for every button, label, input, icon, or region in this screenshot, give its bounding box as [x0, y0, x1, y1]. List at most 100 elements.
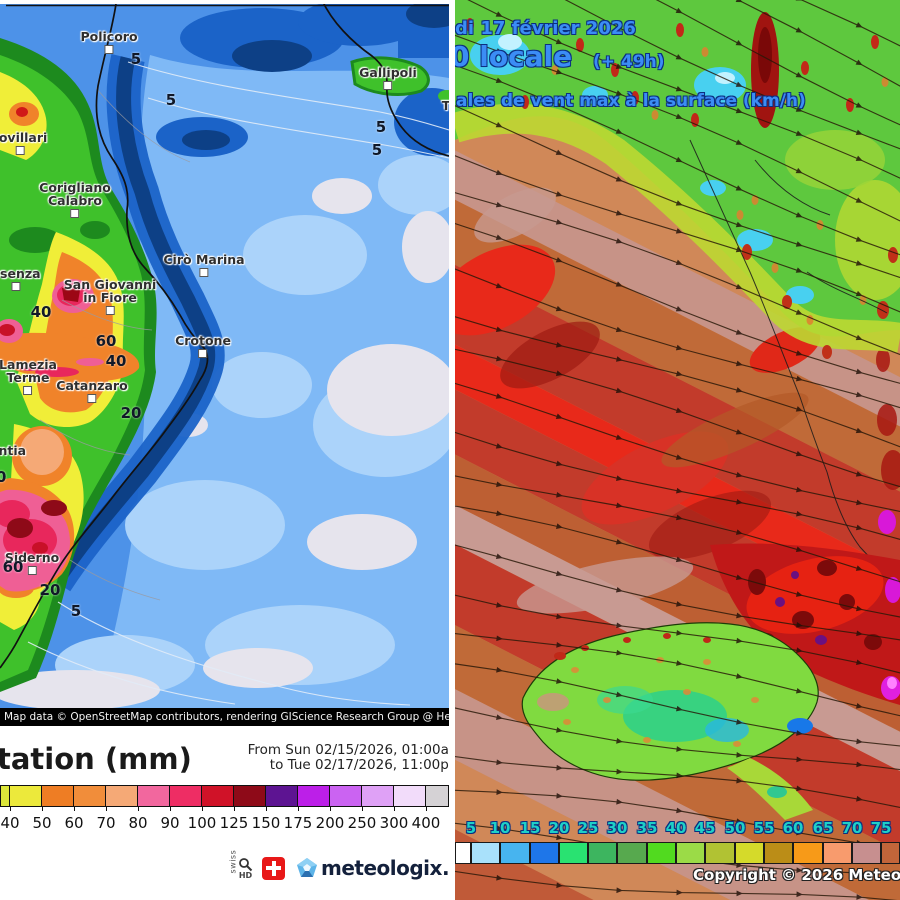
wind-scale-segment: [881, 842, 900, 864]
color-scale-tick-label: 125: [219, 814, 249, 832]
forecast-period: From Sun 02/15/2026, 01:00am to Tue 02/1…: [230, 743, 449, 773]
wind-scale-value: 5: [465, 819, 477, 837]
precipitation-legend: tation (mm) From Sun 02/15/2026, 01:00am…: [0, 726, 449, 900]
contour-label: 20: [39, 581, 61, 599]
wind-scale-value: 50: [724, 819, 746, 837]
color-scale-tick: [234, 807, 235, 811]
wind-scale-value: 30: [606, 819, 628, 837]
color-scale-tick: [138, 807, 139, 811]
color-scale-tick-label: 300: [379, 814, 409, 832]
wind-scale-value: 55: [753, 819, 775, 837]
meteologix-gem-icon: [297, 858, 317, 877]
city-marker: [11, 282, 21, 291]
contour-label: 40: [105, 352, 127, 370]
color-scale-tick: [426, 807, 427, 811]
city-label: Catanzaro: [56, 379, 128, 403]
color-scale-tick-label: 175: [283, 814, 313, 832]
city-label: Policoro: [80, 30, 138, 54]
city-marker: [104, 45, 114, 54]
legend-title: tation (mm): [0, 742, 192, 776]
city-label: Siderno: [5, 551, 59, 575]
contour-label: 20: [120, 404, 142, 422]
color-scale-segment: [266, 785, 298, 807]
color-scale-segment: [298, 785, 330, 807]
wind-scale-segment: [647, 842, 676, 864]
color-scale-segment: [10, 785, 42, 807]
color-scale-segment: [202, 785, 234, 807]
precipitation-map: Policoro Gallipoli Trovillari CoriglianoCal…: [0, 0, 449, 708]
wind-scale-segment: [471, 842, 500, 864]
color-scale-segment: [426, 785, 449, 807]
forecast-time: 0 locale: [455, 40, 573, 73]
forecast-run-offset: (+ 49h): [593, 52, 665, 72]
wind-scale-segment: [500, 842, 530, 864]
city-label: Gallipoli: [359, 66, 417, 90]
color-scale-tick: [202, 807, 203, 811]
color-scale-tick-label: 90: [160, 814, 180, 832]
city-label: T: [441, 98, 449, 113]
contour-label: 40: [0, 468, 7, 486]
color-scale-segment: [0, 785, 10, 807]
wind-scale-segment: [588, 842, 617, 864]
color-scale-segment: [330, 785, 362, 807]
color-scale-tick-label: 80: [128, 814, 148, 832]
color-scale-tick-label: 400: [411, 814, 441, 832]
city-marker: [15, 146, 25, 155]
contour-label: 5: [375, 118, 387, 136]
wind-scale-segment: [530, 842, 559, 864]
city-marker: [199, 268, 209, 277]
precipitation-map-art: [0, 0, 449, 708]
color-scale-tick: [330, 807, 331, 811]
city-label: San Giovanni in Fiore: [64, 278, 156, 315]
wind-scale-value: 45: [694, 819, 716, 837]
branding-row: swiss HD meteologix.c: [228, 849, 450, 886]
city-marker: [105, 306, 115, 315]
color-scale-tick: [394, 807, 395, 811]
wind-map-art: [455, 0, 900, 900]
color-scale-tick-label: 50: [32, 814, 52, 832]
color-scale-segment: [74, 785, 106, 807]
color-scale-tick: [42, 807, 43, 811]
precipitation-map-panel: Policoro Gallipoli Trovillari CoriglianoCal…: [0, 0, 449, 900]
color-scale-tick-label: 70: [96, 814, 116, 832]
contour-label: 60: [95, 332, 117, 350]
wind-scale-value: 10: [489, 819, 511, 837]
contour-label: 5: [70, 602, 82, 620]
copyright-watermark: Copyright © 2026 Meteociel.fr - S: [693, 866, 900, 884]
wind-scale-segment: [764, 842, 793, 864]
precip-color-scale: [0, 785, 449, 811]
color-scale-segment: [234, 785, 266, 807]
contour-label: 5: [371, 141, 383, 159]
contour-label: 40: [30, 303, 52, 321]
wind-scale-value: 20: [548, 819, 570, 837]
wind-scale-value: 25: [577, 819, 599, 837]
wind-scale-segment: [852, 842, 881, 864]
color-scale-tick-label: 150: [251, 814, 281, 832]
city-marker: [198, 349, 208, 358]
wind-scale-segment: [793, 842, 823, 864]
city-label: rovillari: [0, 131, 47, 155]
city-marker: [23, 386, 33, 395]
city-label: entia: [0, 443, 27, 458]
wind-scale-segment: [676, 842, 705, 864]
wind-scale-value: 60: [782, 819, 804, 837]
color-scale-segment: [170, 785, 202, 807]
swiss-hd-badge: swiss HD: [228, 849, 258, 880]
wind-scale-value: 70: [841, 819, 863, 837]
forecast-period-from: From Sun 02/15/2026, 01:00am: [247, 742, 449, 758]
contour-label: 60: [2, 558, 24, 576]
color-scale-tick-label: 250: [347, 814, 377, 832]
city-marker: [70, 209, 80, 218]
city-marker: [87, 394, 97, 403]
magnifier-icon: [239, 857, 253, 871]
color-scale-segment: [394, 785, 426, 807]
color-scale-tick: [298, 807, 299, 811]
color-scale-tick-label: 40: [0, 814, 20, 832]
map-attribution: Map data © OpenStreetMap contributors, r…: [0, 708, 449, 726]
wind-streamlines: [455, 0, 900, 900]
wind-scale-segment: [823, 842, 852, 864]
city-label: Cirò Marina: [163, 253, 245, 277]
color-scale-segment: [138, 785, 170, 807]
meteologix-logo[interactable]: meteologix.c: [321, 856, 449, 880]
wind-scale-segment: [735, 842, 764, 864]
